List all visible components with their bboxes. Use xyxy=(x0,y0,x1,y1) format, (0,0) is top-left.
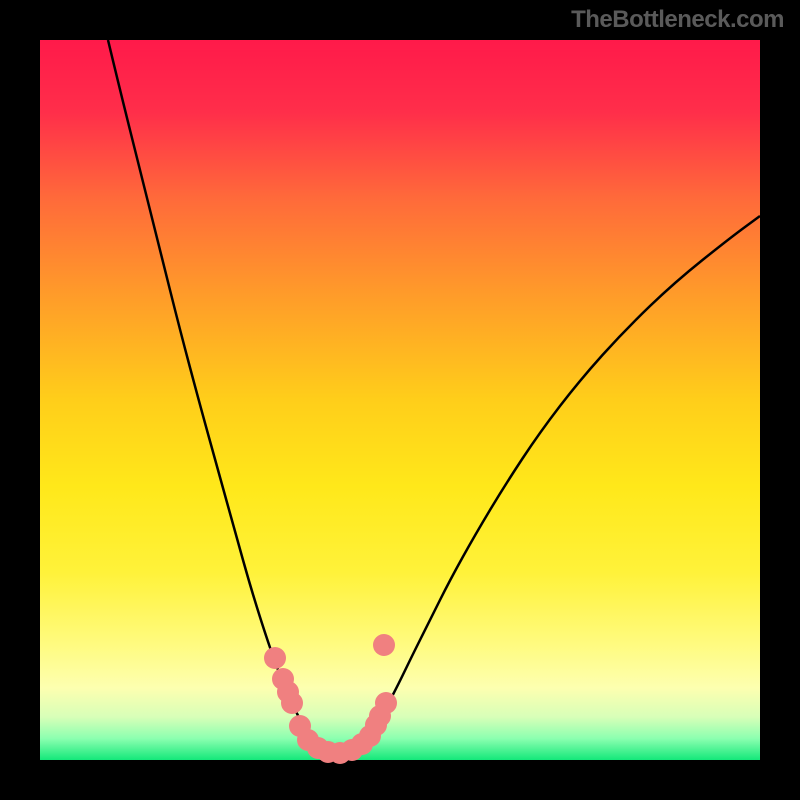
curve-left-branch xyxy=(108,40,340,752)
data-marker xyxy=(281,692,303,714)
data-marker xyxy=(264,647,286,669)
watermark-text: TheBottleneck.com xyxy=(571,6,784,34)
curve-right-branch xyxy=(340,216,760,752)
plot-area xyxy=(40,40,760,760)
data-marker xyxy=(375,692,397,714)
curve-layer xyxy=(40,40,760,760)
data-marker xyxy=(373,634,395,656)
